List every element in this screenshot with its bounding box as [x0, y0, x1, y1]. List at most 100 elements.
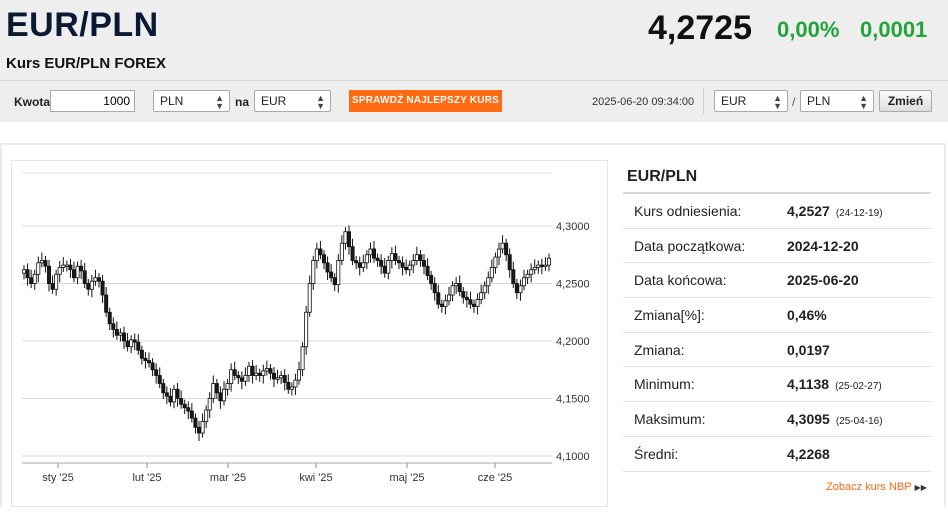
- change-absolute: 0,0001: [860, 17, 928, 42]
- stats-value: 4,3095: [787, 411, 830, 428]
- candle-body: [339, 242, 344, 261]
- candle-body: [268, 368, 273, 374]
- candle-body: [504, 242, 509, 256]
- candle-body: [236, 375, 241, 379]
- candle-body: [521, 277, 526, 287]
- candle-body: [429, 275, 434, 284]
- candle-body: [125, 340, 130, 348]
- amount-input[interactable]: [50, 90, 135, 112]
- to-currency-select[interactable]: EUR ▲ ▼: [254, 90, 331, 112]
- candle-body: [414, 254, 419, 261]
- candle-body: [343, 231, 348, 244]
- candle-body: [104, 294, 109, 313]
- candle-body: [168, 395, 173, 403]
- candle-body: [493, 256, 498, 268]
- stats-label: Maksimum:: [634, 411, 706, 428]
- candle-body: [547, 257, 552, 266]
- candle-body: [346, 231, 351, 248]
- select-arrows-icon: ▲ ▼: [316, 93, 325, 111]
- candle-body: [200, 421, 205, 434]
- candle-body: [311, 260, 316, 284]
- candle-body: [329, 271, 334, 279]
- candle-body: [282, 375, 287, 383]
- stats-value: 0,46%: [787, 307, 827, 324]
- from-currency-select[interactable]: PLN ▲ ▼: [153, 90, 230, 112]
- stats-row: Maksimum: 4,3095 (25-04-16): [623, 402, 931, 437]
- candle-body: [450, 285, 455, 296]
- y-tick-label: 4,3000: [556, 221, 590, 233]
- stats-panel: EUR/PLN Kurs odniesienia: 4,2527 (24-12-19…: [623, 160, 931, 472]
- candle-body: [275, 377, 280, 380]
- page-subtitle: Kurs EUR/PLN FOREX: [6, 55, 167, 72]
- candle-body: [279, 375, 284, 379]
- candle-body: [464, 296, 469, 301]
- candle-body: [432, 283, 437, 294]
- candle-body: [543, 264, 548, 267]
- candle-body: [332, 277, 337, 286]
- stats-value: 4,1138: [787, 376, 830, 393]
- candle-body: [364, 254, 369, 264]
- candle-body: [418, 254, 423, 261]
- stats-title: EUR/PLN: [623, 160, 931, 194]
- candle-body: [400, 262, 405, 268]
- stats-date: (24-12-19): [835, 208, 883, 219]
- candle-body: [164, 392, 169, 397]
- candle-body: [107, 311, 112, 325]
- candle-body: [186, 407, 191, 412]
- candle-body: [179, 398, 184, 405]
- candle-body: [357, 262, 362, 268]
- pair-base-value: EUR: [721, 94, 747, 108]
- candle-body: [118, 332, 123, 336]
- best-rate-button[interactable]: SPRAWDŹ NAJLEPSZY KURS: [349, 90, 502, 112]
- candle-body: [146, 360, 151, 364]
- candle-body: [286, 381, 291, 390]
- candle-body: [97, 277, 102, 282]
- candle-body: [232, 369, 237, 376]
- candle-body: [468, 299, 473, 305]
- candle-body: [143, 357, 148, 361]
- candle-body: [239, 377, 244, 382]
- current-rate: 4,2725: [648, 9, 752, 47]
- candle-body: [296, 369, 301, 381]
- candle-body: [475, 299, 480, 307]
- stats-row: Minimum: 4,1138 (25-02-27): [623, 367, 931, 403]
- candle-body: [189, 410, 194, 419]
- candle-body: [511, 269, 516, 284]
- candle-body: [161, 383, 166, 394]
- candle-body: [421, 260, 426, 267]
- chart-container: 4,3000 4,2500 4,2000 4,1500 4,1000 sty '25 lut…: [11, 160, 608, 507]
- nbp-rate-link[interactable]: Zobacz kurs NBP ▶▶: [826, 481, 927, 493]
- candle-body: [157, 375, 162, 384]
- y-tick-label: 4,1500: [556, 394, 590, 406]
- candle-body: [439, 303, 444, 307]
- candle-body: [482, 285, 487, 294]
- stats-row: Data końcowa: 2025-06-20: [623, 263, 931, 299]
- candle-body: [307, 283, 312, 313]
- candle-body: [75, 265, 80, 279]
- candle-body: [479, 292, 484, 300]
- x-tick-label: maj '25: [389, 472, 424, 484]
- candle-body: [47, 265, 52, 284]
- candle-body: [25, 269, 30, 279]
- change-pair-button[interactable]: Zmień: [879, 90, 932, 112]
- candle-body: [514, 283, 519, 294]
- to-label: na: [235, 95, 250, 109]
- stats-value: 0,0197: [787, 341, 830, 358]
- y-tick-label: 4,2500: [556, 279, 590, 291]
- pair-quote-select[interactable]: PLN ▲ ▼: [800, 90, 874, 112]
- select-arrows-icon: ▲ ▼: [215, 93, 224, 111]
- candle-body: [350, 246, 355, 261]
- stats-value: 4,2527: [787, 203, 830, 219]
- candle-body: [264, 368, 269, 372]
- candle-body: [386, 260, 391, 274]
- candle-body: [254, 372, 259, 376]
- candle-body: [150, 362, 155, 371]
- candle-body: [368, 248, 373, 256]
- candle-body: [407, 264, 412, 271]
- candle-body: [100, 280, 105, 296]
- pair-base-select[interactable]: EUR ▲ ▼: [714, 90, 788, 112]
- candle-body: [396, 260, 401, 264]
- candle-body: [393, 253, 398, 261]
- candle-body: [221, 388, 226, 402]
- candle-body: [525, 273, 530, 279]
